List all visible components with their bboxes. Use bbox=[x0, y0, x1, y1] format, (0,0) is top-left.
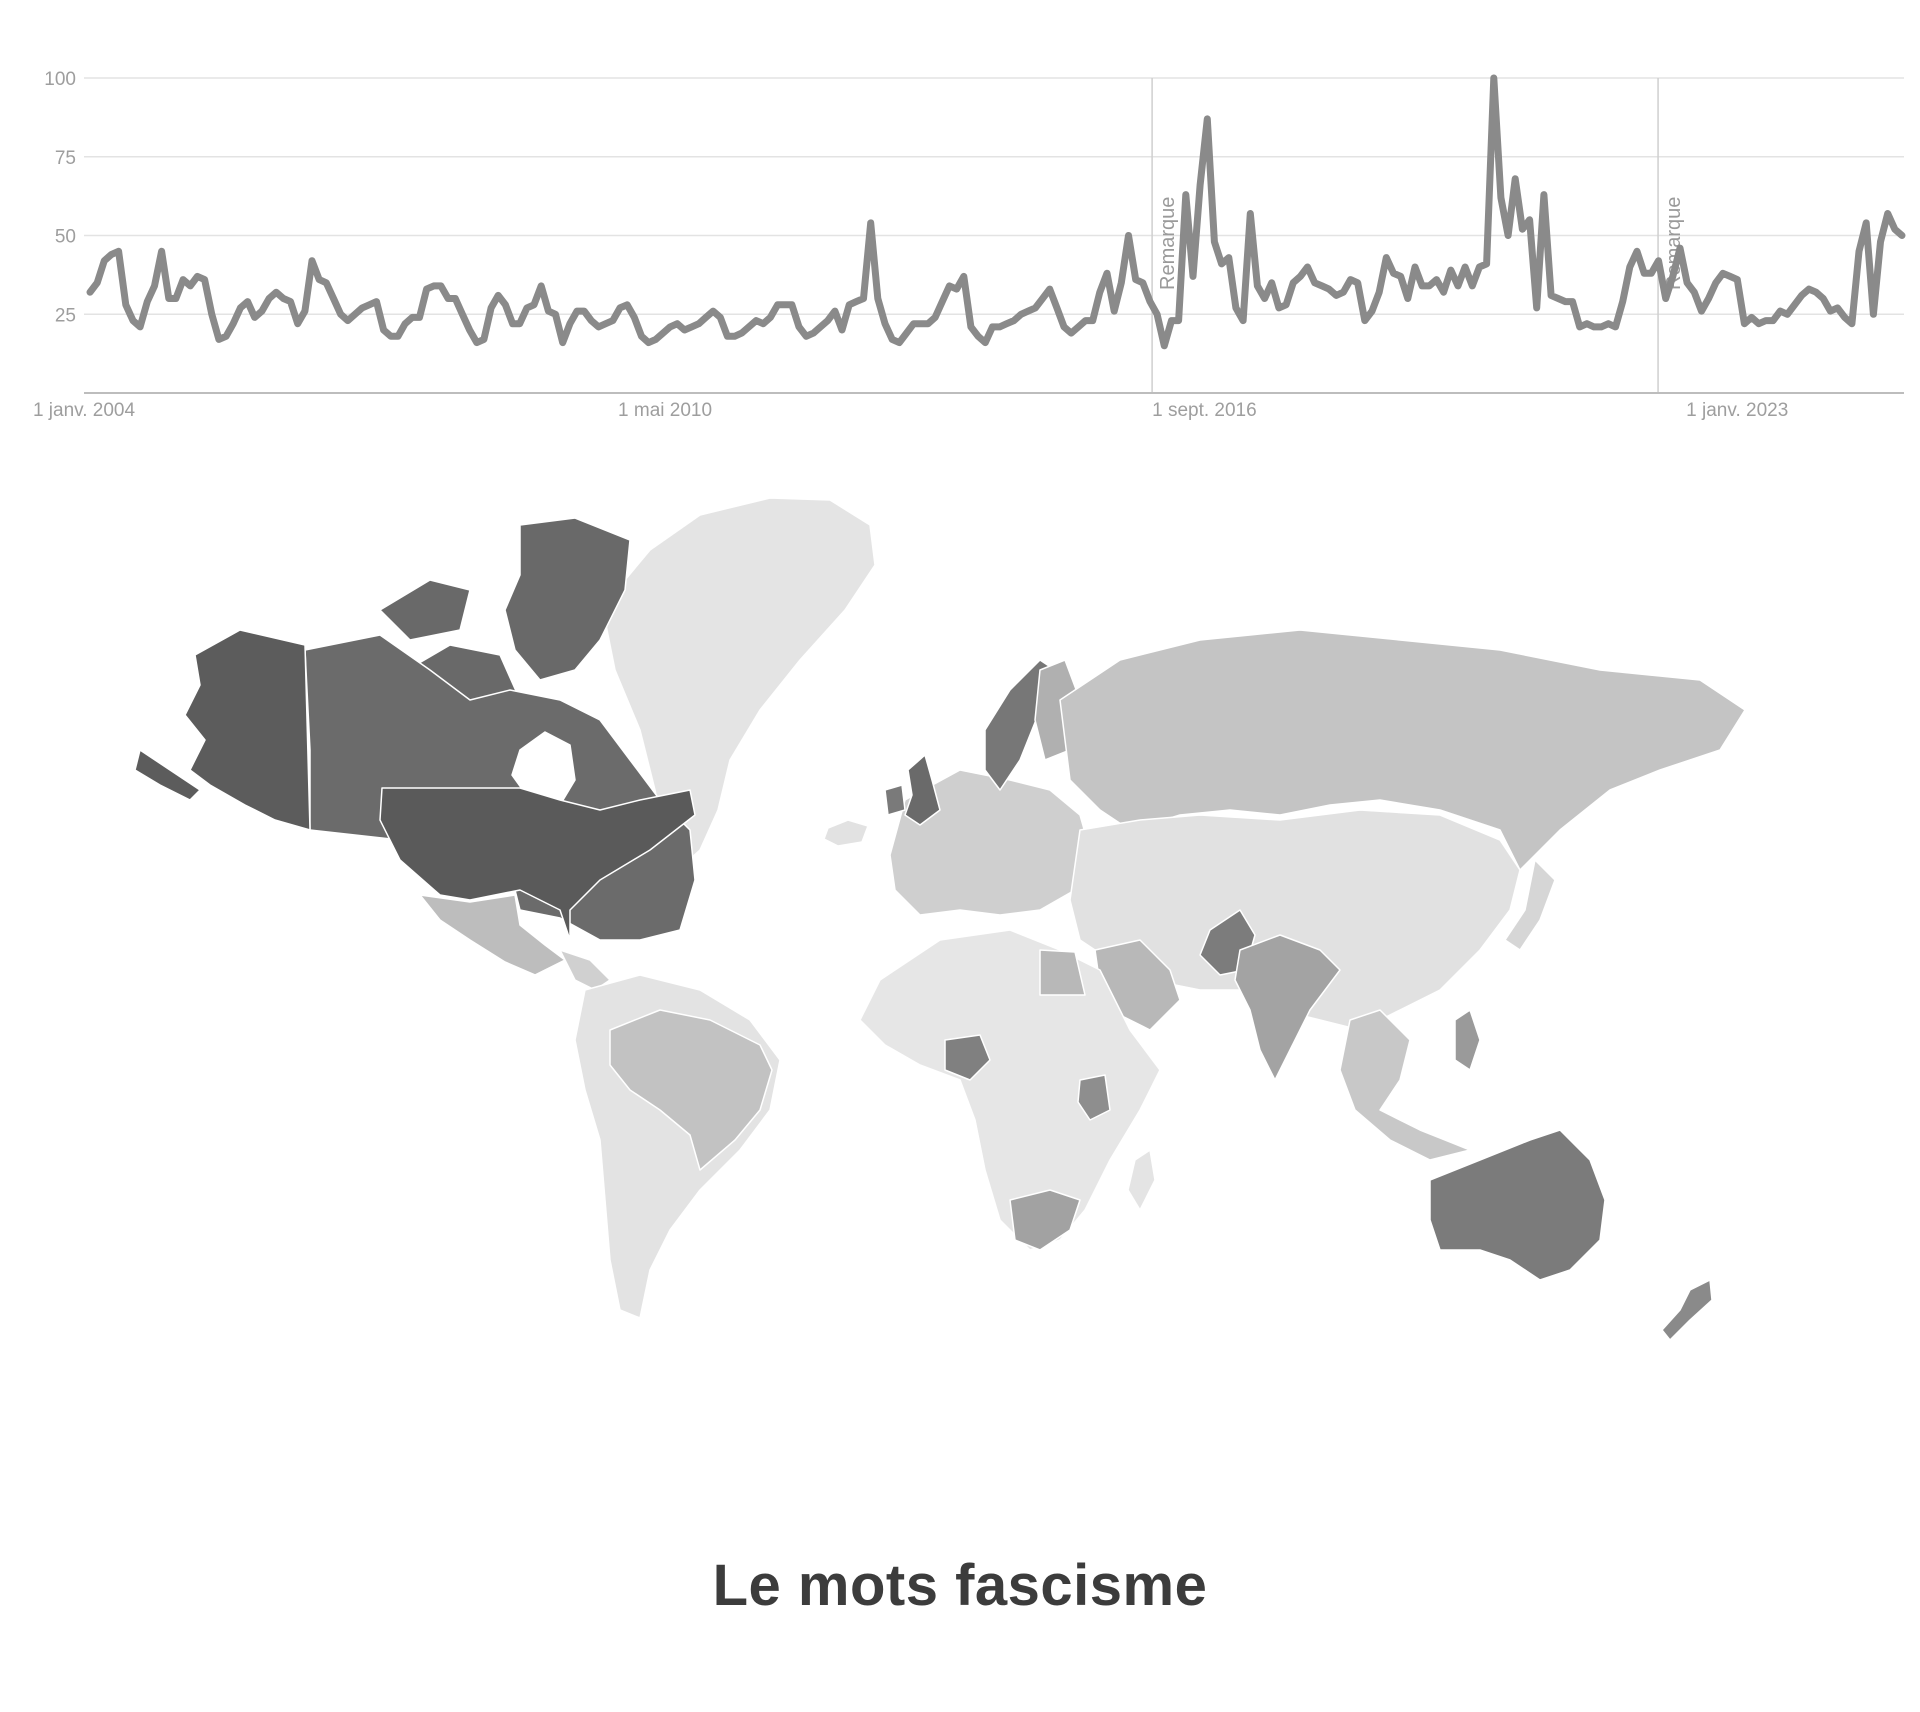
annotation-label[interactable]: Remarque bbox=[1157, 197, 1179, 290]
map-region-ireland bbox=[884, 784, 906, 816]
y-tick-label: 50 bbox=[55, 227, 76, 248]
map-region-japan bbox=[1504, 859, 1556, 951]
map-region-alaska-islands bbox=[134, 749, 201, 801]
y-tick-label: 25 bbox=[55, 305, 76, 326]
map-region-kenya bbox=[1077, 1074, 1111, 1121]
map-region-greenland bbox=[604, 497, 876, 869]
map-region-southeast-asia bbox=[1339, 1009, 1471, 1161]
map-region-canadian-arctic bbox=[504, 517, 631, 681]
map-region-new-zealand bbox=[1661, 1279, 1713, 1341]
x-tick-label: 1 janv. 2004 bbox=[33, 400, 136, 420]
caption-title: Le mots fascisme bbox=[712, 1553, 1208, 1618]
map-region-nigeria bbox=[944, 1034, 991, 1081]
chart-annotations: Remarque Remarque bbox=[1151, 78, 1685, 393]
map-region-canadian-arctic-3 bbox=[379, 579, 471, 641]
x-tick-label: 1 janv. 2023 bbox=[1686, 400, 1788, 420]
map-region-alaska bbox=[184, 629, 311, 831]
map-region-egypt bbox=[1039, 949, 1086, 996]
map-region-south-africa bbox=[1009, 1189, 1081, 1251]
map-region-brazil bbox=[609, 1009, 773, 1171]
x-tick-label: 1 sept. 2016 bbox=[1152, 400, 1257, 420]
map-region-india bbox=[1234, 934, 1341, 1081]
y-axis-labels: 25 50 75 100 bbox=[44, 69, 76, 326]
x-tick-label: 1 mai 2010 bbox=[618, 400, 712, 420]
map-region-europe bbox=[889, 769, 1091, 916]
annotation-label[interactable]: Remarque bbox=[1663, 197, 1685, 290]
chart-gridlines bbox=[84, 77, 1904, 315]
world-map bbox=[134, 497, 1746, 1341]
y-tick-label: 100 bbox=[44, 69, 76, 90]
x-axis-labels: 1 janv. 2004 1 mai 2010 1 sept. 2016 1 janv… bbox=[33, 400, 1788, 420]
map-region-australia bbox=[1429, 1129, 1606, 1281]
y-tick-label: 75 bbox=[55, 148, 76, 169]
map-hudson-bay bbox=[511, 731, 576, 806]
map-region-russia bbox=[1059, 629, 1746, 871]
map-region-madagascar bbox=[1127, 1149, 1156, 1211]
map-region-united-states bbox=[379, 787, 696, 941]
map-region-iceland bbox=[823, 819, 869, 847]
map-region-united-kingdom bbox=[904, 754, 941, 826]
map-region-philippines bbox=[1454, 1009, 1481, 1071]
trend-series-line bbox=[86, 74, 1906, 350]
map-region-central-america bbox=[559, 949, 611, 991]
